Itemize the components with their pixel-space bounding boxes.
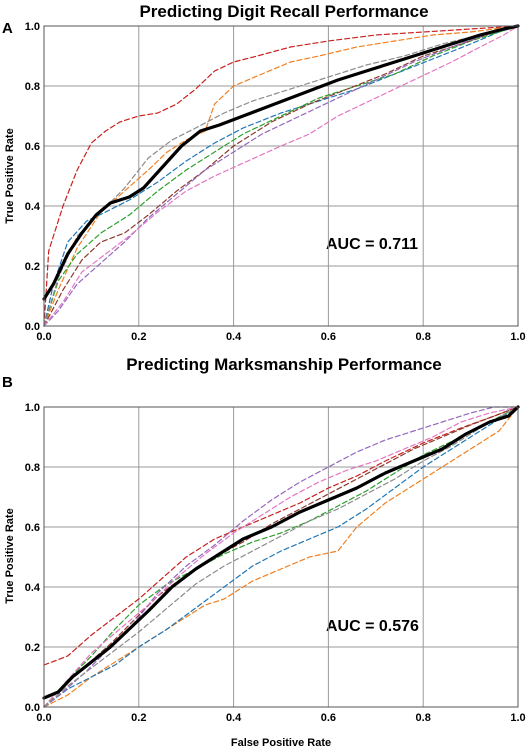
x-tick-label: 0.4 — [226, 712, 242, 724]
x-tick-label: 0.0 — [36, 331, 51, 343]
roc-series-line — [43, 406, 519, 708]
panel-letter: B — [2, 374, 13, 391]
roc-series-line — [43, 25, 519, 327]
roc-series-line — [43, 25, 519, 327]
x-tick-label: 0.8 — [416, 712, 431, 724]
y-tick-label: 0.0 — [25, 702, 40, 714]
ticks: 0.0 0.2 0.4 0.6 0.8 1.0 0.0 0.2 0.4 0.6 0.8 1.0 — [25, 402, 526, 724]
series — [42, 405, 520, 708]
grid — [43, 25, 519, 327]
roc-series-line — [43, 25, 519, 327]
x-tick-label: 0.4 — [226, 331, 242, 343]
roc-series-line — [43, 406, 519, 708]
chart-title: Predicting Digit Recall Performance — [139, 2, 428, 21]
x-tick-label: 0.2 — [131, 712, 146, 724]
roc-series-line — [43, 406, 519, 708]
y-tick-label: 0.4 — [25, 582, 41, 594]
plot-frame — [43, 406, 519, 708]
y-tick-label: 1.0 — [25, 402, 40, 414]
roc-series-line — [43, 25, 519, 327]
x-tick-label: 0.6 — [321, 712, 336, 724]
mean-roc-line — [42, 405, 520, 700]
y-tick-label: 1.0 — [25, 21, 40, 33]
y-tick-label: 0.8 — [25, 462, 40, 474]
x-tick-label: 0.8 — [416, 331, 431, 343]
roc-series-line — [43, 406, 519, 708]
x-tick-label: 0.6 — [321, 331, 336, 343]
roc-series-line — [43, 25, 519, 327]
auc-annotation: AUC = 0.576 — [326, 618, 419, 635]
panel-b: B Predicting Marksmanship Performance Tr… — [2, 355, 526, 749]
x-tick-label: 0.2 — [131, 331, 146, 343]
roc-series-line — [43, 25, 519, 327]
roc-series-line — [43, 406, 519, 708]
x-tick-label: 1.0 — [510, 331, 525, 343]
y-axis-label: True Positive Rate — [4, 128, 16, 223]
mean-roc-line — [42, 24, 520, 301]
y-tick-label: 0.2 — [25, 642, 40, 654]
x-tick-label: 1.0 — [510, 712, 525, 724]
ticks: 0.0 0.2 0.4 0.6 0.8 1.0 0.0 0.2 0.4 0.6 0.8 1.0 — [25, 21, 526, 343]
panel-letter: A — [2, 20, 13, 37]
series — [42, 24, 520, 327]
roc-series-line — [43, 406, 519, 666]
y-tick-label: 0.4 — [25, 201, 41, 213]
x-tick-label: 0.0 — [36, 712, 51, 724]
y-tick-label: 0.2 — [25, 261, 40, 273]
y-tick-label: 0.8 — [25, 81, 40, 93]
plot-frame — [43, 25, 519, 327]
roc-series-line — [43, 25, 519, 327]
chart-title: Predicting Marksmanship Performance — [126, 355, 442, 374]
y-tick-label: 0.0 — [25, 321, 40, 333]
x-axis-label: False Positive Rate — [231, 737, 331, 749]
y-tick-label: 0.6 — [25, 141, 40, 153]
panel-a: A Predicting Digit Recall Performance Tr… — [2, 2, 526, 343]
y-tick-label: 0.6 — [25, 522, 40, 534]
roc-series-line — [43, 25, 519, 327]
y-axis-label: True Positive Rate — [4, 508, 16, 603]
auc-annotation: AUC = 0.711 — [326, 236, 418, 253]
roc-series-line — [43, 406, 519, 708]
